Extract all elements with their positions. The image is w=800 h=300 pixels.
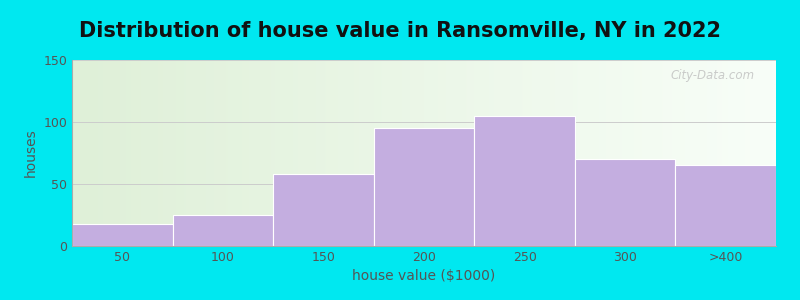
Text: Distribution of house value in Ransomville, NY in 2022: Distribution of house value in Ransomvil…: [79, 21, 721, 41]
X-axis label: house value ($1000): house value ($1000): [352, 269, 496, 284]
Text: City-Data.com: City-Data.com: [670, 69, 755, 82]
Bar: [474, 116, 575, 246]
Bar: [273, 174, 374, 246]
Bar: [575, 159, 675, 246]
Y-axis label: houses: houses: [24, 129, 38, 177]
Bar: [72, 224, 173, 246]
Bar: [675, 165, 776, 246]
Bar: [173, 215, 273, 246]
Bar: [374, 128, 474, 246]
